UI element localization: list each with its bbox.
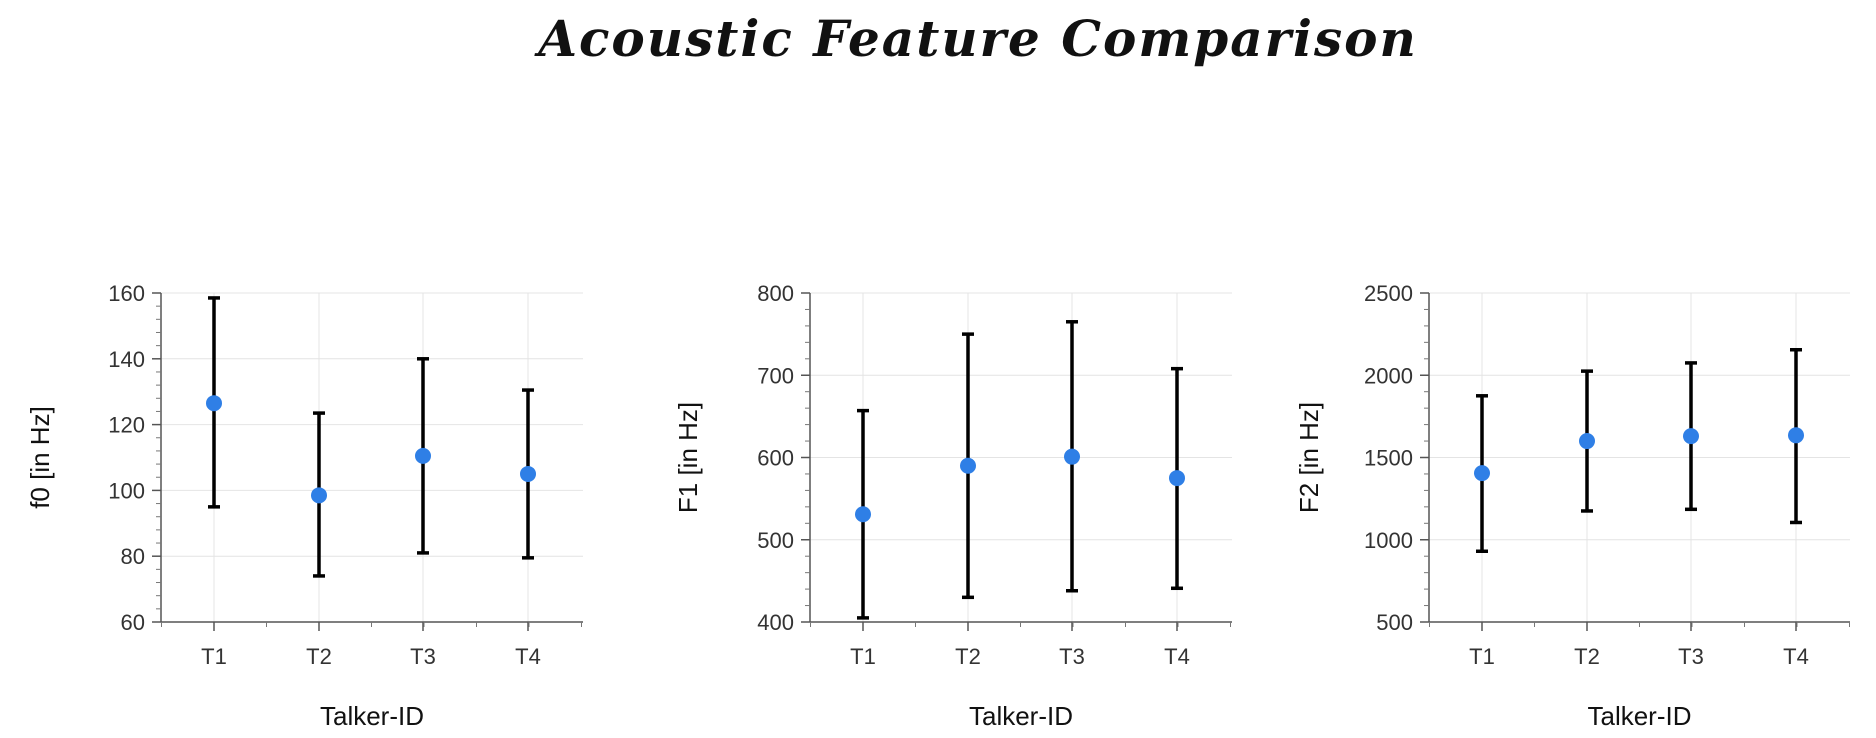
y-tick-label: 1500 — [1364, 446, 1413, 471]
y-tick-label: 140 — [108, 347, 145, 372]
chart-panel-3: 500 1000 1500 2000 2500 T1 T2 T3 T4 F2 [in Hz] Tal… — [1294, 281, 1850, 731]
y-axis-label: F2 [in Hz] — [1294, 402, 1324, 513]
x-tick-label: T4 — [515, 644, 541, 669]
data-point-T2 — [311, 487, 327, 504]
y-axis-label: F1 [in Hz] — [673, 402, 703, 513]
x-tick-label: T1 — [201, 644, 227, 669]
y-tick-label: 160 — [108, 281, 145, 306]
x-tick-label: T3 — [1678, 644, 1704, 669]
x-tick-label: T3 — [410, 644, 436, 669]
y-tick-label: 2500 — [1364, 281, 1413, 306]
y-tick-label: 500 — [1376, 610, 1413, 635]
data-point-T3 — [1064, 448, 1080, 465]
y-tick-label: 500 — [757, 528, 794, 553]
data-point-T1 — [855, 506, 871, 523]
x-tick-label: T1 — [1469, 644, 1495, 669]
y-tick-label: 120 — [108, 413, 145, 438]
data-point-T1 — [1474, 465, 1490, 482]
y-tick-label: 800 — [757, 281, 794, 306]
figure-title: Acoustic Feature Comparison — [534, 9, 1418, 68]
data-point-T4 — [1169, 470, 1185, 487]
y-tick-label: 2000 — [1364, 363, 1413, 388]
data-point-T2 — [1579, 433, 1595, 450]
chart-panel-2: 400 500 600 700 800 T1 T2 T3 T4 F1 [in Hz] Talker-… — [673, 281, 1232, 731]
data-point-T3 — [1683, 428, 1699, 445]
y-tick-label: 700 — [757, 363, 794, 388]
y-tick-label: 80 — [121, 544, 145, 569]
chart-panel-1: 60 80 100 120 140 160 T1 T2 T3 T4 f0 [in Hz] Talker… — [25, 281, 583, 731]
y-axis-label: f0 [in Hz] — [25, 406, 55, 509]
y-tick-label: 600 — [757, 446, 794, 471]
y-tick-label: 1000 — [1364, 528, 1413, 553]
x-axis-label: Talker-ID — [969, 701, 1073, 731]
x-axis-label: Talker-ID — [1587, 701, 1691, 731]
x-tick-label: T1 — [850, 644, 876, 669]
data-point-T4 — [520, 465, 536, 482]
x-tick-label: T3 — [1059, 644, 1085, 669]
x-tick-label: T2 — [1574, 644, 1600, 669]
data-point-T3 — [415, 447, 431, 464]
x-tick-label: T4 — [1783, 644, 1809, 669]
y-tick-label: 100 — [108, 478, 145, 503]
x-tick-label: T2 — [306, 644, 332, 669]
y-tick-label: 60 — [121, 610, 145, 635]
x-tick-label: T4 — [1164, 644, 1190, 669]
x-tick-label: T2 — [955, 644, 981, 669]
data-point-T1 — [206, 395, 222, 412]
data-point-T4 — [1788, 427, 1804, 444]
y-tick-label: 400 — [757, 610, 794, 635]
data-point-T2 — [960, 457, 976, 474]
x-axis-label: Talker-ID — [320, 701, 424, 731]
